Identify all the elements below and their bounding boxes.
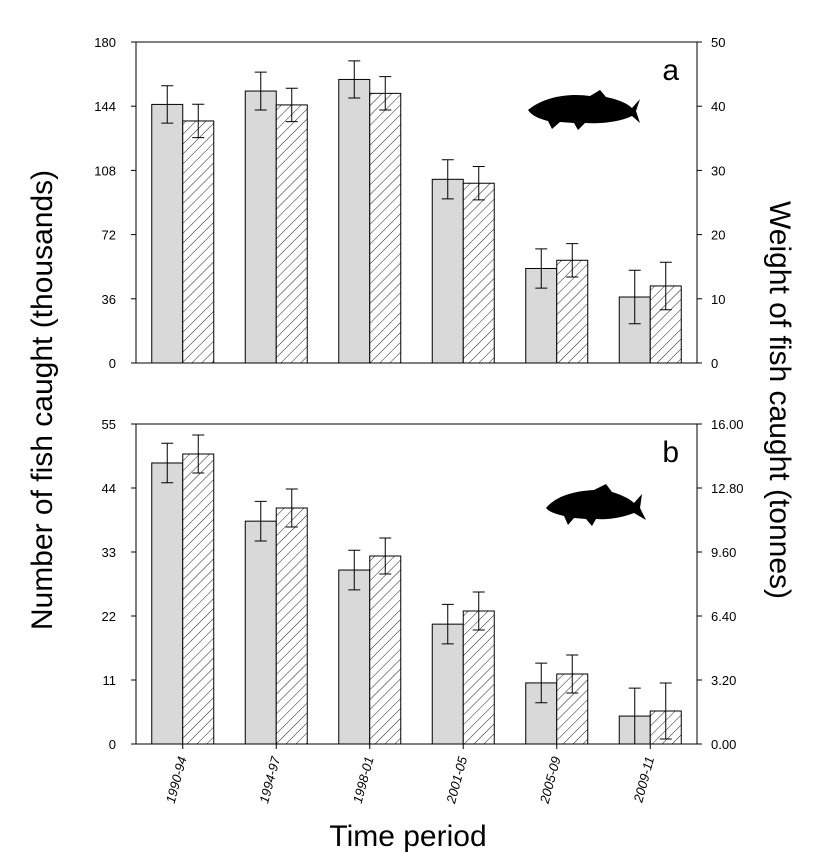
y-tick-label: 0: [109, 356, 116, 371]
y-axis-label: Number of fish caught (thousands): [26, 170, 59, 630]
bar: [369, 555, 402, 745]
fish-icon: [528, 90, 640, 130]
x-axis-label: Time period: [329, 820, 486, 853]
error-bar: [659, 261, 672, 311]
y-tick-label: 108: [94, 163, 116, 178]
y-tick-label: 33: [102, 545, 116, 560]
bar: [182, 453, 215, 745]
fish-icon: [546, 484, 646, 526]
error-bar: [161, 442, 174, 484]
error-bar: [348, 60, 361, 99]
bar: [338, 78, 371, 364]
x-tick-label: 1994-97: [256, 754, 283, 805]
bar: [462, 610, 495, 745]
x-tick-label: 1990-94: [163, 755, 190, 805]
y-tick-label: 0: [109, 737, 116, 752]
bar: [369, 92, 402, 364]
error-bar: [192, 434, 205, 474]
y2-tick-label: 0.00: [711, 737, 736, 752]
y-tick-label: 72: [102, 228, 116, 243]
error-bar: [659, 682, 672, 740]
y2-tick-label: 6.40: [711, 609, 736, 624]
error-bar: [379, 537, 392, 575]
error-bar: [535, 248, 548, 289]
bar: [431, 178, 464, 364]
y2-tick-label: 30: [711, 163, 725, 178]
y2-tick-label: 10: [711, 292, 725, 307]
y-tick-label: 44: [102, 481, 116, 496]
error-bar: [628, 269, 641, 325]
y2-tick-label: 12.80: [711, 481, 744, 496]
bar: [275, 507, 308, 745]
x-tick-label: 2009-11: [630, 755, 657, 805]
error-bar: [441, 603, 454, 645]
x-tick-label: 1998-01: [350, 755, 377, 805]
y-tick-label: 144: [94, 99, 116, 114]
y2-tick-label: 20: [711, 228, 725, 243]
bar: [244, 90, 277, 364]
bar: [182, 120, 215, 364]
y-tick-label: 11: [103, 673, 117, 688]
bar: [151, 462, 184, 745]
error-bar: [472, 591, 485, 631]
bar: [462, 182, 495, 364]
y-tick-label: 36: [102, 292, 116, 307]
bar: [338, 569, 371, 745]
bar: [275, 104, 308, 364]
y-tick-label: 22: [102, 609, 116, 624]
y2-axis-label: Weight of fish caught (tonnes): [763, 201, 796, 599]
error-bar: [348, 549, 361, 591]
y2-tick-label: 3.20: [711, 673, 736, 688]
y2-tick-label: 0: [711, 356, 718, 371]
y2-tick-label: 50: [711, 35, 725, 50]
y2-tick-label: 16.00: [711, 417, 744, 432]
bar: [244, 520, 277, 745]
error-bar: [254, 500, 267, 542]
error-bar: [472, 166, 485, 201]
error-bar: [254, 71, 267, 111]
y-tick-label: 180: [94, 35, 116, 50]
plot-frame: [135, 423, 698, 745]
error-bar: [161, 85, 174, 124]
error-bar: [192, 103, 205, 139]
error-bar: [379, 76, 392, 111]
y2-tick-label: 40: [711, 99, 725, 114]
error-bar: [566, 654, 579, 694]
error-bar: [285, 87, 298, 123]
error-bar: [441, 159, 454, 200]
y-tick-label: 55: [102, 417, 116, 432]
panel-label: a: [662, 54, 679, 87]
panel-label: b: [662, 436, 679, 469]
x-tick-label: 2005-09: [537, 755, 564, 806]
y2-tick-label: 9.60: [711, 545, 736, 560]
error-bar: [535, 662, 548, 704]
x-tick-label: 2001-05: [443, 754, 470, 806]
error-bar: [285, 488, 298, 528]
bar: [151, 103, 184, 364]
error-bar: [566, 243, 579, 278]
plot-frame: [135, 41, 698, 364]
